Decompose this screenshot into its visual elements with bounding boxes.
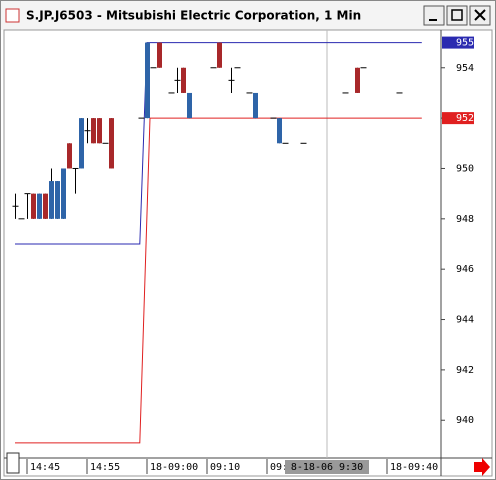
cursor-label: 8-18-06 9:30 <box>291 462 363 473</box>
candle-body <box>157 42 162 68</box>
x-tick-label: 09: <box>270 462 288 473</box>
level-line <box>15 42 422 245</box>
candle-body <box>109 118 114 169</box>
maximize-glyph <box>451 9 463 21</box>
x-tick-label: 18-09:00 <box>150 462 198 473</box>
price-tag-label: 955 <box>456 38 474 49</box>
window-title: S.JP.J6503 - Mitsubishi Electric Corpora… <box>26 9 361 23</box>
x-tick-label: 09:10 <box>210 462 240 473</box>
y-tick-label: 954 <box>456 63 474 74</box>
y-tick-label: 948 <box>456 214 474 225</box>
x-tick-label: 18-09:40 <box>390 462 438 473</box>
maximize-button[interactable] <box>446 5 468 26</box>
level-line <box>15 117 422 444</box>
candle-body <box>277 118 282 144</box>
price-tag-label: 952 <box>456 113 474 124</box>
candle-body <box>79 118 84 169</box>
y-tick-label: 940 <box>456 415 474 426</box>
candle-body <box>49 181 54 219</box>
candle-body <box>55 181 60 219</box>
x-tick-label: 14:45 <box>30 462 60 473</box>
candle-body <box>43 193 48 219</box>
candle-body <box>187 92 192 119</box>
chart-area <box>3 29 493 477</box>
scroll-arrow[interactable] <box>474 458 490 476</box>
y-tick-label: 942 <box>456 365 474 376</box>
close-glyph <box>474 9 486 21</box>
candle-body <box>61 168 66 219</box>
y-tick-label: 946 <box>456 264 474 275</box>
y-tick-label: 944 <box>456 315 474 326</box>
app-icon <box>5 8 20 23</box>
candle-body <box>217 42 222 68</box>
x-tick-label: 14:55 <box>90 462 120 473</box>
candle-body <box>91 118 96 144</box>
minimize-button[interactable] <box>423 5 445 26</box>
candle-body <box>145 42 150 119</box>
cursor-label-box <box>285 460 369 474</box>
candle-body <box>37 193 42 219</box>
candle-body <box>97 118 102 144</box>
window-buttons[interactable] <box>423 5 491 26</box>
y-tick-label: 950 <box>456 163 474 174</box>
price-tag <box>442 112 474 125</box>
candle-body <box>67 143 72 169</box>
candle-body <box>31 193 36 219</box>
candle-body <box>355 67 360 93</box>
candle-body <box>181 67 186 93</box>
price-tag <box>442 36 474 49</box>
candle-body <box>253 92 258 119</box>
title-bar <box>1 1 495 30</box>
scroll-box[interactable] <box>6 452 20 474</box>
